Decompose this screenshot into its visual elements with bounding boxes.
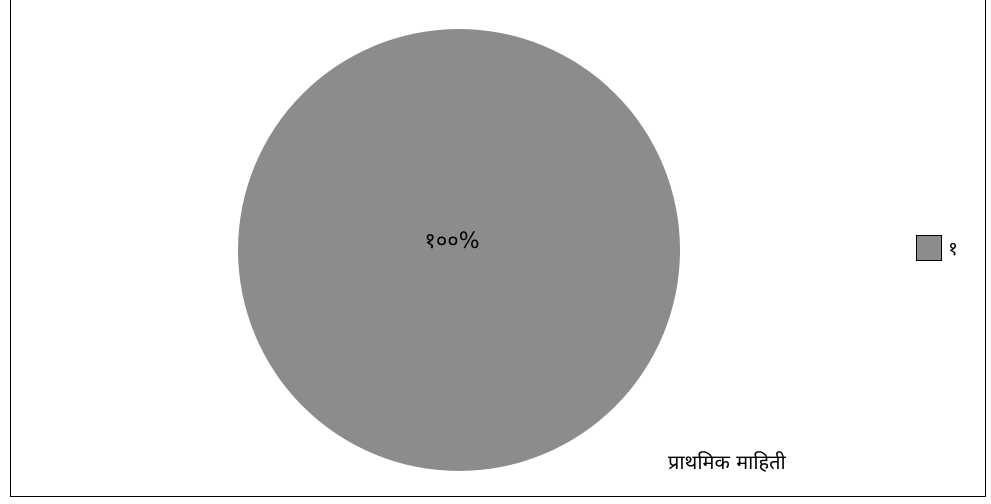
legend-label: १ [948, 238, 958, 260]
source-note: प्राथमिक माहिती [668, 450, 786, 474]
slice-data-label: १००% [424, 229, 480, 254]
legend: १ [916, 235, 958, 261]
legend-swatch [916, 235, 942, 261]
pie-slice-0 [238, 29, 680, 471]
